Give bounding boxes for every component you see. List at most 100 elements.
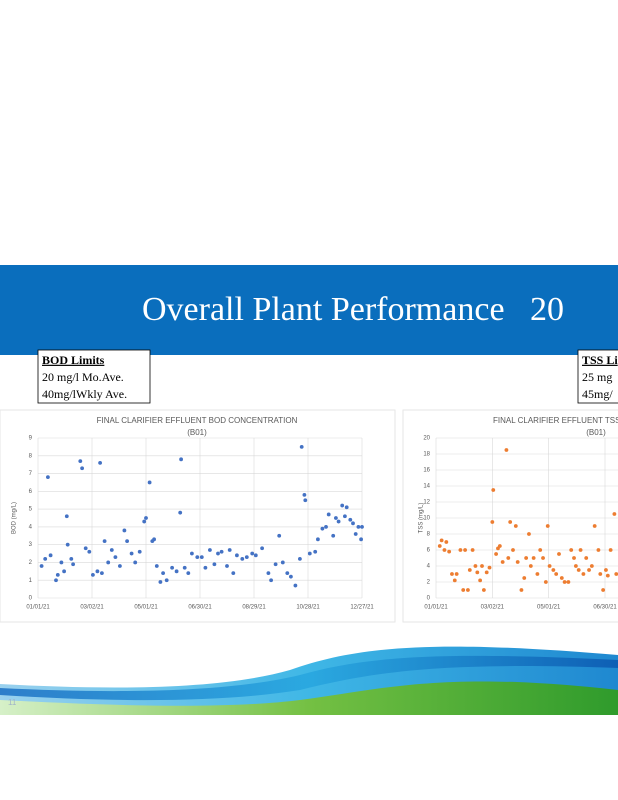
data-point <box>174 569 179 574</box>
data-point <box>253 553 258 558</box>
data-point <box>178 510 183 515</box>
y-axis-title: TSS (mg/L) <box>419 503 425 534</box>
data-point <box>467 568 472 572</box>
data-point <box>340 503 345 508</box>
data-point <box>125 539 129 544</box>
data-point <box>569 548 574 552</box>
data-point <box>442 548 447 552</box>
data-point <box>195 555 200 560</box>
data-point <box>559 576 564 580</box>
x-tick-label: 08/29/21 <box>242 605 266 611</box>
data-point <box>348 517 353 522</box>
data-point <box>497 544 502 548</box>
data-point <box>78 459 83 464</box>
data-point <box>118 564 122 568</box>
y-tick-label: 12 <box>423 500 430 506</box>
slide-title: Overall Plant Performance 20 <box>142 291 564 328</box>
data-point <box>43 556 48 561</box>
x-tick-label: 12/27/21 <box>350 605 374 611</box>
data-point <box>313 549 318 554</box>
data-point <box>360 524 364 529</box>
data-point <box>491 488 496 492</box>
data-point <box>280 560 285 565</box>
data-point <box>186 571 191 576</box>
data-point <box>326 512 331 517</box>
data-point <box>528 564 533 568</box>
y-tick-label: 10 <box>423 516 430 522</box>
data-point <box>614 572 618 576</box>
y-tick-label: 18 <box>423 452 430 458</box>
data-point <box>344 505 349 510</box>
data-point <box>161 571 166 576</box>
data-point <box>584 556 589 560</box>
data-point <box>452 578 457 583</box>
data-point <box>572 556 576 560</box>
data-point <box>473 564 478 568</box>
y-tick-label: 6 <box>29 489 33 495</box>
data-point <box>573 564 578 568</box>
bod-limits-box <box>37 349 151 404</box>
data-point <box>225 564 229 568</box>
data-point <box>589 564 594 568</box>
data-point <box>557 552 561 556</box>
x-tick-label: 06/30/21 <box>593 605 617 611</box>
data-point <box>65 542 70 547</box>
data-point <box>231 571 236 576</box>
data-point <box>39 564 44 568</box>
data-point <box>343 514 347 519</box>
data-point <box>266 571 271 576</box>
data-point <box>260 546 264 551</box>
data-point <box>351 521 355 526</box>
data-point <box>511 548 515 552</box>
data-point <box>48 553 53 558</box>
data-point <box>447 549 452 554</box>
data-point <box>592 524 597 528</box>
data-point <box>604 568 608 572</box>
data-point <box>535 572 540 576</box>
y-tick-label: 8 <box>29 453 33 459</box>
data-point <box>212 562 217 567</box>
data-point <box>133 560 138 565</box>
data-point <box>513 524 518 528</box>
data-point <box>98 460 102 465</box>
data-point <box>554 572 559 576</box>
data-point <box>605 573 610 578</box>
bod-limits-heading: BOD Limits <box>42 353 105 367</box>
data-point <box>331 533 336 538</box>
data-point <box>490 520 495 524</box>
data-point <box>506 556 511 560</box>
data-point <box>320 526 325 531</box>
y-tick-label: 5 <box>29 507 33 513</box>
x-tick-label: 05/01/21 <box>537 605 561 611</box>
data-point <box>480 564 484 568</box>
chart-panel <box>0 409 396 623</box>
data-point <box>547 564 552 568</box>
data-point <box>601 588 606 592</box>
data-point <box>494 552 498 556</box>
data-point <box>113 555 118 560</box>
x-tick-label: 03/02/21 <box>80 605 104 611</box>
data-point <box>144 516 148 520</box>
y-tick-label: 0 <box>427 596 431 602</box>
data-point <box>277 533 282 538</box>
data-point <box>55 572 60 577</box>
data-point <box>164 578 169 583</box>
data-point <box>227 548 232 552</box>
data-point <box>566 580 571 584</box>
y-tick-label: 14 <box>423 484 430 490</box>
data-point <box>182 565 187 570</box>
data-point <box>69 556 74 561</box>
tss-limit: 25 mg <box>582 370 612 384</box>
y-tick-label: 4 <box>427 564 431 570</box>
data-point <box>353 532 358 536</box>
chart-title: FINAL CLARIFIER EFFLUENT TSS <box>493 416 618 425</box>
data-point <box>299 444 304 449</box>
data-point <box>334 516 338 520</box>
data-point <box>475 570 480 575</box>
data-point <box>481 588 486 592</box>
data-point <box>543 580 548 584</box>
data-point <box>216 551 220 556</box>
data-point <box>269 578 273 583</box>
data-point <box>62 569 66 574</box>
chart-subtitle: (B01) <box>586 428 606 437</box>
